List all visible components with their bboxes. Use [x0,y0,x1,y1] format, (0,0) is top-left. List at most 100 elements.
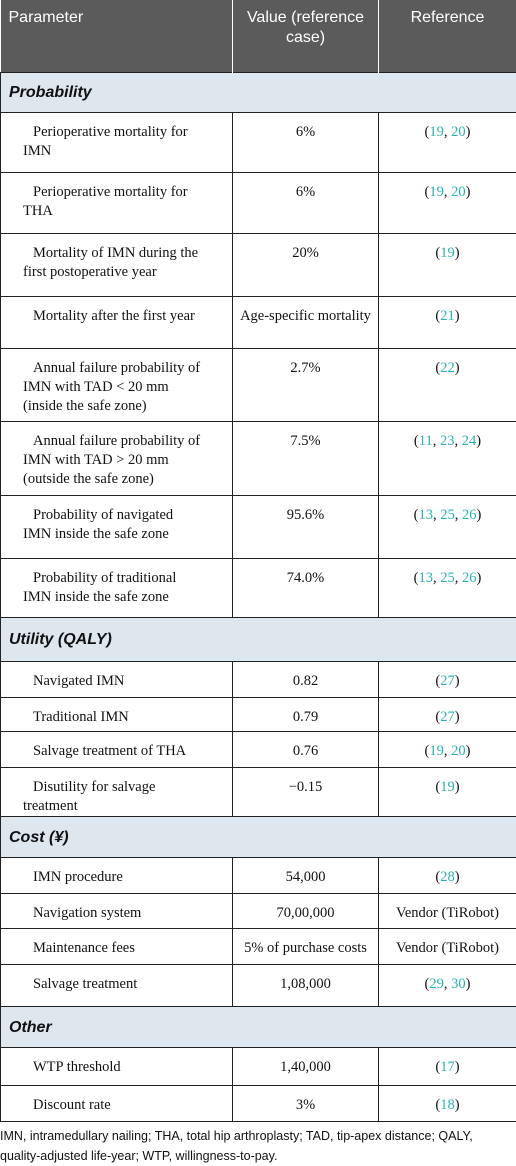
footnote: IMN, intramedullary nailing; THA, total … [0,1122,516,1166]
reference-text: ) [455,869,460,885]
reference-text: ) [455,308,460,324]
reference-link[interactable]: 19 [429,184,444,200]
page: Parameter Value (reference case) Referen… [0,0,516,1142]
value-cell: 70,00,000 [233,894,379,929]
section-row: Utility (QALY) [1,618,516,662]
parameter-cell: Probability of traditional IMN inside th… [1,559,233,618]
reference-link[interactable]: 13 [419,570,434,586]
reference-link[interactable]: 18 [440,1097,455,1113]
reference-text: ) [455,673,460,689]
reference-link[interactable]: 27 [440,673,455,689]
reference-link[interactable]: 25 [440,570,455,586]
reference-link[interactable]: 27 [440,709,455,725]
header-cell: Reference [379,0,516,73]
parameter-cell: Probability of navigated IMN inside the … [1,496,233,559]
reference-link[interactable]: 25 [440,507,455,523]
section-title: Other [1,1007,516,1048]
parameter-cell: Disutility for salvage treatment [1,768,233,817]
parameter-cell: Mortality after the first year [1,297,233,349]
reference-text: ) [455,360,460,376]
reference-link[interactable]: 11 [419,433,433,449]
reference-cell: (13, 25, 26) [379,496,516,559]
reference-cell: (18) [379,1086,516,1122]
section-title: Cost (¥) [1,817,516,858]
reference-text: Vendor (TiRobot) [396,905,499,921]
reference-text: ) [476,433,481,449]
parameter-cell: IMN procedure [1,858,233,894]
reference-cell: (13, 25, 26) [379,559,516,618]
parameter-cell: Traditional IMN [1,698,233,732]
reference-text: ) [466,124,471,140]
reference-text: ) [466,743,471,759]
reference-link[interactable]: 22 [440,360,455,376]
reference-link[interactable]: 23 [440,433,455,449]
reference-link[interactable]: 26 [462,570,477,586]
reference-text: ) [455,1097,460,1113]
reference-cell: (27) [379,698,516,732]
parameter-cell: Perioperative mortality for IMN [1,113,233,173]
reference-text: , [433,433,440,449]
reference-cell: (19, 20) [379,113,516,173]
value-cell: 20% [233,234,379,297]
reference-cell: (27) [379,662,516,698]
parameter-cell: Navigated IMN [1,662,233,698]
reference-text: , [455,507,462,523]
parameter-cell: Perioperative mortality for THA [1,173,233,234]
reference-link[interactable]: 20 [451,743,466,759]
table-row: Disutility for salvage treatment−0.15(19… [1,768,516,817]
value-cell: 1,08,000 [233,965,379,1007]
reference-link[interactable]: 19 [440,779,455,795]
value-cell: 0.76 [233,732,379,768]
header-row: Parameter Value (reference case) Referen… [1,0,516,73]
reference-link[interactable]: 28 [440,869,455,885]
reference-link[interactable]: 29 [429,976,444,992]
value-cell: 0.79 [233,698,379,732]
value-cell: 3% [233,1086,379,1122]
reference-text: , [455,570,462,586]
parameter-cell: WTP threshold [1,1048,233,1086]
value-cell: 74.0% [233,559,379,618]
reference-link[interactable]: 13 [419,507,434,523]
reference-link[interactable]: 17 [440,1059,455,1075]
reference-cell: (29, 30) [379,965,516,1007]
reference-link[interactable]: 20 [451,124,466,140]
value-cell: 5% of purchase costs [233,929,379,965]
parameter-cell: Mortality of IMN during the first postop… [1,234,233,297]
parameter-cell: Salvage treatment [1,965,233,1007]
parameter-cell: Annual failure probability of IMN with T… [1,349,233,422]
reference-link[interactable]: 30 [451,976,466,992]
parameter-cell: Navigation system [1,894,233,929]
reference-cell: (17) [379,1048,516,1086]
section-row: Probability [1,73,516,113]
header-cell: Value (reference case) [233,0,379,73]
data-table: Parameter Value (reference case) Referen… [0,0,516,1122]
reference-text: ) [466,184,471,200]
reference-link[interactable]: 20 [451,184,466,200]
reference-link[interactable]: 19 [429,743,444,759]
reference-cell: Vendor (TiRobot) [379,894,516,929]
reference-cell: (22) [379,349,516,422]
value-cell: −0.15 [233,768,379,817]
parameter-cell: Annual failure probability of IMN with T… [1,422,233,496]
reference-cell: (11, 23, 24) [379,422,516,496]
reference-link[interactable]: 19 [440,245,455,261]
section-title: Probability [1,73,516,113]
section-row: Cost (¥) [1,817,516,858]
reference-link[interactable]: 24 [462,433,477,449]
reference-link[interactable]: 21 [440,308,455,324]
reference-cell: (19) [379,768,516,817]
value-cell: 7.5% [233,422,379,496]
reference-cell: (21) [379,297,516,349]
reference-link[interactable]: 26 [462,507,477,523]
reference-link[interactable]: 19 [429,124,444,140]
reference-text: ) [455,1059,460,1075]
value-cell: 1,40,000 [233,1048,379,1086]
